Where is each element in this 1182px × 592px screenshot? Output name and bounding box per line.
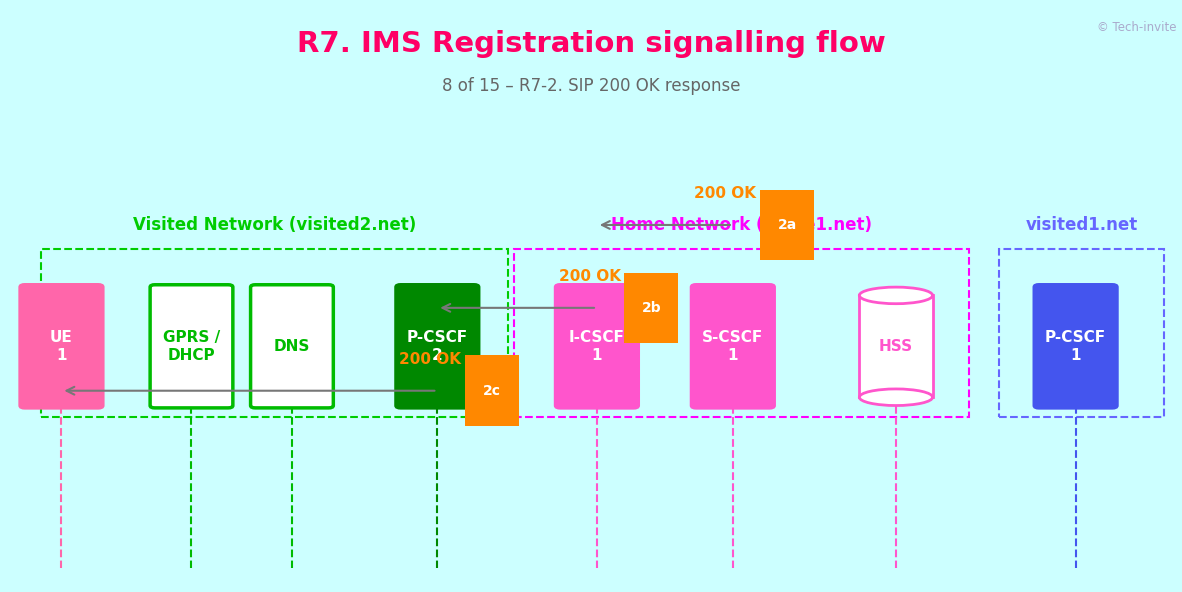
FancyBboxPatch shape [624,272,678,343]
Text: Home Network (home1.net): Home Network (home1.net) [611,216,872,234]
Text: 2b: 2b [642,301,661,315]
FancyBboxPatch shape [251,285,333,408]
Text: 8 of 15 – R7-2. SIP 200 OK response: 8 of 15 – R7-2. SIP 200 OK response [442,77,740,95]
Text: 200 OK: 200 OK [695,186,756,201]
FancyBboxPatch shape [760,189,814,260]
Text: P-CSCF
1: P-CSCF 1 [1045,330,1106,362]
Bar [859,295,933,397]
FancyBboxPatch shape [691,285,774,408]
Text: 200 OK: 200 OK [400,352,461,367]
Text: P-CSCF
2: P-CSCF 2 [407,330,468,362]
Text: © Tech-invite: © Tech-invite [1097,21,1176,34]
Text: visited1.net: visited1.net [1026,216,1137,234]
Text: UE
1: UE 1 [50,330,73,362]
Text: 2a: 2a [778,218,797,232]
Text: DNS: DNS [274,339,310,354]
Text: GPRS /
DHCP: GPRS / DHCP [163,330,220,362]
Text: HSS: HSS [879,339,913,354]
Bar [999,249,1164,417]
FancyBboxPatch shape [465,355,519,426]
Text: 2c: 2c [482,384,501,398]
FancyBboxPatch shape [150,285,233,408]
Ellipse shape [859,389,933,406]
Bar [41,249,508,417]
Text: Visited Network (visited2.net): Visited Network (visited2.net) [134,216,416,234]
Ellipse shape [859,287,933,304]
Bar [514,249,969,417]
FancyBboxPatch shape [396,285,479,408]
Text: R7. IMS Registration signalling flow: R7. IMS Registration signalling flow [297,30,885,59]
Text: S-CSCF
1: S-CSCF 1 [702,330,764,362]
FancyBboxPatch shape [556,285,638,408]
FancyBboxPatch shape [20,285,103,408]
Text: 200 OK: 200 OK [559,269,621,284]
Text: I-CSCF
1: I-CSCF 1 [569,330,625,362]
FancyBboxPatch shape [1034,285,1117,408]
